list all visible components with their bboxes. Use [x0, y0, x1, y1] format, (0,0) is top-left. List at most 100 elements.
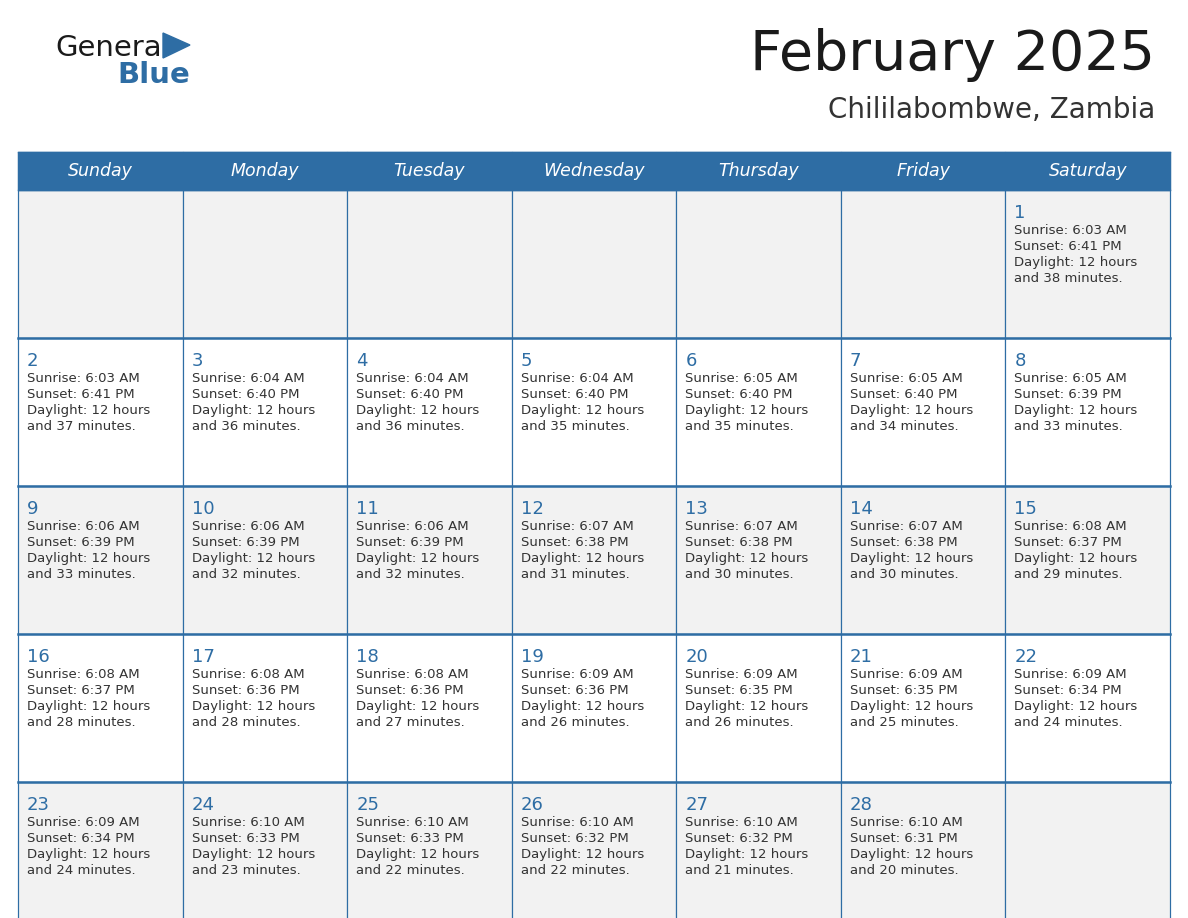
Bar — [18, 486, 183, 634]
Text: 3: 3 — [191, 352, 203, 370]
Text: Sunrise: 6:07 AM: Sunrise: 6:07 AM — [520, 520, 633, 533]
Text: and 23 minutes.: and 23 minutes. — [191, 864, 301, 877]
Bar — [512, 190, 676, 338]
Text: Saturday: Saturday — [1049, 162, 1127, 180]
Bar — [18, 338, 183, 486]
Text: 7: 7 — [849, 352, 861, 370]
Text: Daylight: 12 hours: Daylight: 12 hours — [685, 848, 809, 861]
Text: Sunrise: 6:09 AM: Sunrise: 6:09 AM — [520, 668, 633, 681]
Text: Sunrise: 6:04 AM: Sunrise: 6:04 AM — [356, 372, 469, 385]
Bar — [841, 486, 1005, 634]
Text: Sunrise: 6:05 AM: Sunrise: 6:05 AM — [849, 372, 962, 385]
Bar — [841, 782, 1005, 918]
Text: and 29 minutes.: and 29 minutes. — [1015, 568, 1123, 581]
Text: Sunset: 6:40 PM: Sunset: 6:40 PM — [685, 388, 792, 401]
Text: Thursday: Thursday — [719, 162, 798, 180]
Text: and 30 minutes.: and 30 minutes. — [685, 568, 794, 581]
Bar — [1005, 338, 1170, 486]
Text: and 26 minutes.: and 26 minutes. — [520, 716, 630, 729]
Text: Monday: Monday — [230, 162, 299, 180]
Text: 9: 9 — [27, 500, 38, 518]
Bar — [347, 782, 512, 918]
Text: 23: 23 — [27, 796, 50, 814]
Text: and 28 minutes.: and 28 minutes. — [27, 716, 135, 729]
Bar — [183, 634, 347, 782]
Bar — [183, 190, 347, 338]
Text: Sunrise: 6:05 AM: Sunrise: 6:05 AM — [1015, 372, 1127, 385]
Text: 2: 2 — [27, 352, 38, 370]
Text: Sunset: 6:38 PM: Sunset: 6:38 PM — [849, 536, 958, 549]
Text: Sunset: 6:40 PM: Sunset: 6:40 PM — [849, 388, 958, 401]
Text: Sunrise: 6:10 AM: Sunrise: 6:10 AM — [520, 816, 633, 829]
Text: Daylight: 12 hours: Daylight: 12 hours — [1015, 700, 1138, 713]
Bar — [512, 152, 676, 190]
Bar — [18, 152, 1170, 190]
Bar — [512, 634, 676, 782]
Text: February 2025: February 2025 — [750, 28, 1155, 82]
Text: and 22 minutes.: and 22 minutes. — [356, 864, 465, 877]
Text: 25: 25 — [356, 796, 379, 814]
Text: and 36 minutes.: and 36 minutes. — [356, 420, 465, 433]
Bar — [676, 634, 841, 782]
Text: Daylight: 12 hours: Daylight: 12 hours — [356, 848, 480, 861]
Text: 1: 1 — [1015, 204, 1025, 222]
Text: and 38 minutes.: and 38 minutes. — [1015, 272, 1123, 285]
Text: Sunrise: 6:10 AM: Sunrise: 6:10 AM — [849, 816, 962, 829]
Text: Daylight: 12 hours: Daylight: 12 hours — [356, 404, 480, 417]
Text: Daylight: 12 hours: Daylight: 12 hours — [1015, 256, 1138, 269]
Text: and 31 minutes.: and 31 minutes. — [520, 568, 630, 581]
Bar — [1005, 782, 1170, 918]
Text: Daylight: 12 hours: Daylight: 12 hours — [27, 848, 150, 861]
Bar — [347, 190, 512, 338]
Text: Sunset: 6:41 PM: Sunset: 6:41 PM — [27, 388, 134, 401]
Text: and 34 minutes.: and 34 minutes. — [849, 420, 959, 433]
Text: Chililabombwe, Zambia: Chililabombwe, Zambia — [828, 96, 1155, 124]
Bar — [1005, 152, 1170, 190]
Bar — [841, 152, 1005, 190]
Text: Sunrise: 6:09 AM: Sunrise: 6:09 AM — [27, 816, 140, 829]
Text: and 26 minutes.: and 26 minutes. — [685, 716, 794, 729]
Bar — [676, 338, 841, 486]
Bar — [841, 190, 1005, 338]
Text: and 21 minutes.: and 21 minutes. — [685, 864, 794, 877]
Text: 6: 6 — [685, 352, 696, 370]
Text: Sunrise: 6:06 AM: Sunrise: 6:06 AM — [191, 520, 304, 533]
Text: Sunrise: 6:09 AM: Sunrise: 6:09 AM — [685, 668, 798, 681]
Bar — [1005, 190, 1170, 338]
Text: Sunrise: 6:03 AM: Sunrise: 6:03 AM — [1015, 224, 1127, 237]
Text: 24: 24 — [191, 796, 215, 814]
Text: Sunrise: 6:09 AM: Sunrise: 6:09 AM — [849, 668, 962, 681]
Text: Sunset: 6:39 PM: Sunset: 6:39 PM — [27, 536, 134, 549]
Bar — [512, 782, 676, 918]
Bar — [183, 152, 347, 190]
Text: 10: 10 — [191, 500, 214, 518]
Text: Daylight: 12 hours: Daylight: 12 hours — [520, 404, 644, 417]
Text: 5: 5 — [520, 352, 532, 370]
Text: Daylight: 12 hours: Daylight: 12 hours — [191, 700, 315, 713]
Bar — [347, 634, 512, 782]
Text: Daylight: 12 hours: Daylight: 12 hours — [27, 552, 150, 565]
Text: Daylight: 12 hours: Daylight: 12 hours — [191, 848, 315, 861]
Text: and 22 minutes.: and 22 minutes. — [520, 864, 630, 877]
Text: General: General — [55, 34, 170, 62]
Text: Sunrise: 6:08 AM: Sunrise: 6:08 AM — [1015, 520, 1127, 533]
Text: Friday: Friday — [896, 162, 950, 180]
Bar — [676, 152, 841, 190]
Text: and 32 minutes.: and 32 minutes. — [356, 568, 465, 581]
Bar — [676, 190, 841, 338]
Text: 14: 14 — [849, 500, 873, 518]
Text: 12: 12 — [520, 500, 544, 518]
Text: Sunset: 6:37 PM: Sunset: 6:37 PM — [1015, 536, 1123, 549]
Text: 19: 19 — [520, 648, 544, 666]
Text: Sunrise: 6:07 AM: Sunrise: 6:07 AM — [685, 520, 798, 533]
Bar — [18, 782, 183, 918]
Bar — [841, 634, 1005, 782]
Text: Daylight: 12 hours: Daylight: 12 hours — [27, 700, 150, 713]
Bar — [347, 486, 512, 634]
Text: Blue: Blue — [116, 61, 190, 89]
Bar — [1005, 486, 1170, 634]
Text: Sunset: 6:35 PM: Sunset: 6:35 PM — [849, 684, 958, 697]
Bar — [347, 338, 512, 486]
Text: Sunrise: 6:04 AM: Sunrise: 6:04 AM — [520, 372, 633, 385]
Text: Daylight: 12 hours: Daylight: 12 hours — [849, 848, 973, 861]
